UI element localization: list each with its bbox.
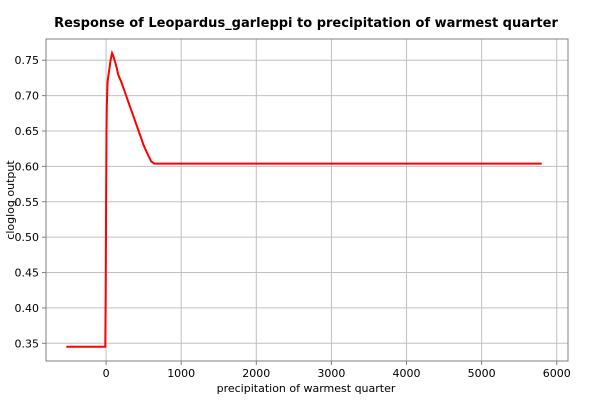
y-tick-label: 0.45 [15,267,40,280]
y-tick-label: 0.35 [15,337,40,350]
axis-ticks [42,59,558,365]
plot-frame [45,38,569,362]
y-tick-label: 0.40 [15,302,40,315]
x-tick-labels: 0 1000 2000 3000 4000 5000 6000 [103,367,571,380]
chart-title: Response of Leopardus_garleppi to precip… [54,16,558,31]
y-tick-label: 0.75 [15,54,40,67]
y-tick-label: 0.50 [15,231,40,244]
x-tick-label: 4000 [393,367,421,380]
y-tick-labels: 0.35 0.40 0.45 0.50 0.55 0.60 0.65 0.70 0.75 [15,54,40,350]
y-axis-label: cloglog output [4,160,17,240]
x-tick-label: 2000 [242,367,270,380]
x-tick-label: 1000 [167,367,195,380]
series-line [66,49,542,348]
x-tick-label: 3000 [317,367,345,380]
x-tick-label: 6000 [543,367,571,380]
x-axis-label: precipitation of warmest quarter [217,382,396,395]
grid-lines [46,39,568,361]
x-tick-label: 5000 [468,367,496,380]
y-tick-label: 0.60 [15,160,40,173]
x-tick-label: 0 [103,367,110,380]
y-tick-label: 0.70 [15,90,40,103]
y-tick-label: 0.65 [15,125,40,138]
y-tick-label: 0.55 [15,196,40,209]
